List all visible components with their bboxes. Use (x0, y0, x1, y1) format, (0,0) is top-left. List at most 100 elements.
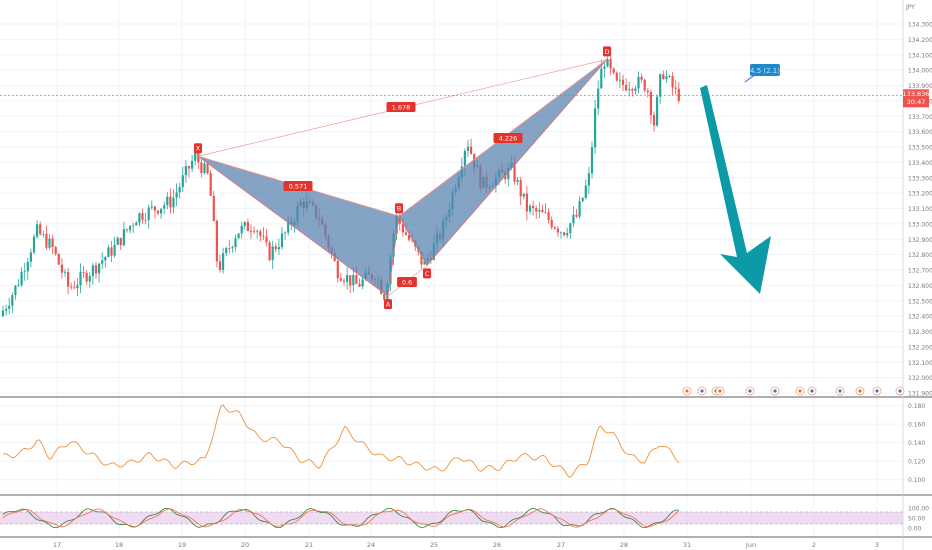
event-icon-dot (858, 389, 862, 393)
candle-body (522, 193, 525, 197)
candle-body (541, 209, 544, 213)
price-tick: 132.100 (908, 360, 932, 367)
candle-body (668, 76, 671, 77)
candle-body (259, 231, 262, 236)
candle-body (352, 274, 355, 286)
candle-body (107, 247, 110, 258)
candle-body (20, 271, 23, 286)
event-icon-dot (798, 389, 802, 393)
indicator1-line (2, 404, 680, 478)
time-tick: 19 (178, 541, 186, 549)
candle-body (339, 278, 342, 281)
candle-body (656, 96, 659, 126)
current-price-badge: 133.836 30:47 (903, 89, 930, 108)
candle-body (256, 231, 259, 233)
candle-body (222, 253, 225, 270)
event-icon-dot (748, 389, 752, 393)
indicator1-tick: 0.140 (908, 440, 925, 447)
pattern-point-badge (423, 268, 431, 279)
candle-body (346, 275, 349, 282)
price-tick: 132.300 (908, 329, 932, 336)
price-tick: 133.200 (908, 191, 932, 198)
candle-body (98, 263, 101, 274)
pattern-point-badge (395, 203, 403, 214)
candle-body (79, 271, 82, 286)
ratio-label: 1.678 (392, 104, 411, 112)
candle-body (194, 152, 197, 161)
candle-body (135, 222, 138, 226)
ratio-badge (397, 277, 417, 287)
candle-body (153, 206, 156, 211)
candle-body (581, 197, 584, 202)
candle-body (677, 88, 680, 101)
candle-body (575, 214, 578, 217)
candle-body (150, 206, 153, 208)
time-tick: 28 (620, 541, 628, 549)
candle-body (29, 252, 32, 262)
candle-body (200, 162, 203, 174)
candle-body (358, 283, 361, 287)
pattern-point-label: A (386, 301, 391, 309)
current-price-value: 133.836 (903, 90, 930, 98)
candle-body (594, 108, 597, 148)
harmonic-pattern: X A B C D 0.571 0.6 4.226 1.678 (194, 46, 611, 310)
candle-body (178, 186, 181, 193)
price-tick: 131.900 (908, 391, 932, 398)
countdown-value: 30:47 (907, 98, 926, 106)
candle-body (615, 72, 618, 81)
pattern-point-badge (194, 143, 202, 154)
time-axis[interactable]: 17 18 19 20 21 24 25 26 27 28 31 Jun 2 3 (53, 541, 879, 549)
candle-body (284, 232, 287, 234)
candle-body (628, 89, 631, 91)
candle-body (271, 246, 274, 261)
candle-body (470, 146, 473, 154)
candle-body (597, 88, 600, 109)
candle-body (528, 205, 532, 212)
projection-arrow-down[interactable] (700, 85, 771, 294)
candle-body (265, 236, 268, 243)
candle-body (507, 167, 510, 180)
event-icon-dot (718, 389, 722, 393)
candle-body (209, 173, 212, 196)
candle-body (45, 233, 48, 248)
pattern-point-label: B (397, 205, 401, 213)
candle-body (643, 79, 646, 91)
event-icon-dot (875, 389, 879, 393)
candle-body (138, 213, 141, 223)
candle-body (203, 163, 206, 174)
candle-body (361, 279, 364, 287)
candle-body (280, 233, 284, 248)
price-tick: 132.400 (908, 314, 932, 321)
candle-body (17, 285, 20, 286)
candle-body (590, 147, 594, 174)
candle-body (39, 224, 42, 235)
pattern-point-label: D (604, 48, 609, 56)
candle-body (218, 261, 222, 270)
candle-body (466, 146, 470, 151)
candle-body (36, 224, 39, 237)
event-icons-row[interactable] (682, 386, 905, 396)
candle-body (652, 115, 656, 126)
candle-body (287, 221, 290, 233)
currency-label: JPY (905, 4, 915, 11)
price-tick: 132.700 (908, 268, 932, 275)
candle-body (51, 238, 54, 248)
candle-body (634, 88, 637, 91)
candle-body (212, 195, 215, 221)
candle-body (606, 59, 609, 67)
price-tick: 134.100 (908, 52, 932, 59)
candle-body (544, 212, 547, 214)
pattern-triangle-xab (197, 155, 400, 297)
candle-body (637, 76, 640, 89)
candle-body (463, 150, 466, 167)
candle-body (122, 229, 125, 246)
indicator-pane-2: 100.00 50.00 0.00 (0, 506, 929, 533)
candle-body (119, 237, 122, 246)
stoch-k-line (2, 507, 680, 529)
candle-body (101, 260, 104, 264)
annotation-note[interactable]: 4.5 (2.1) (744, 64, 780, 83)
price-axis[interactable]: 134.300134.200134.100134.000133.900133.8… (908, 22, 932, 398)
candle-body (57, 253, 60, 265)
candle-body (349, 275, 352, 286)
candle-body (11, 295, 14, 306)
